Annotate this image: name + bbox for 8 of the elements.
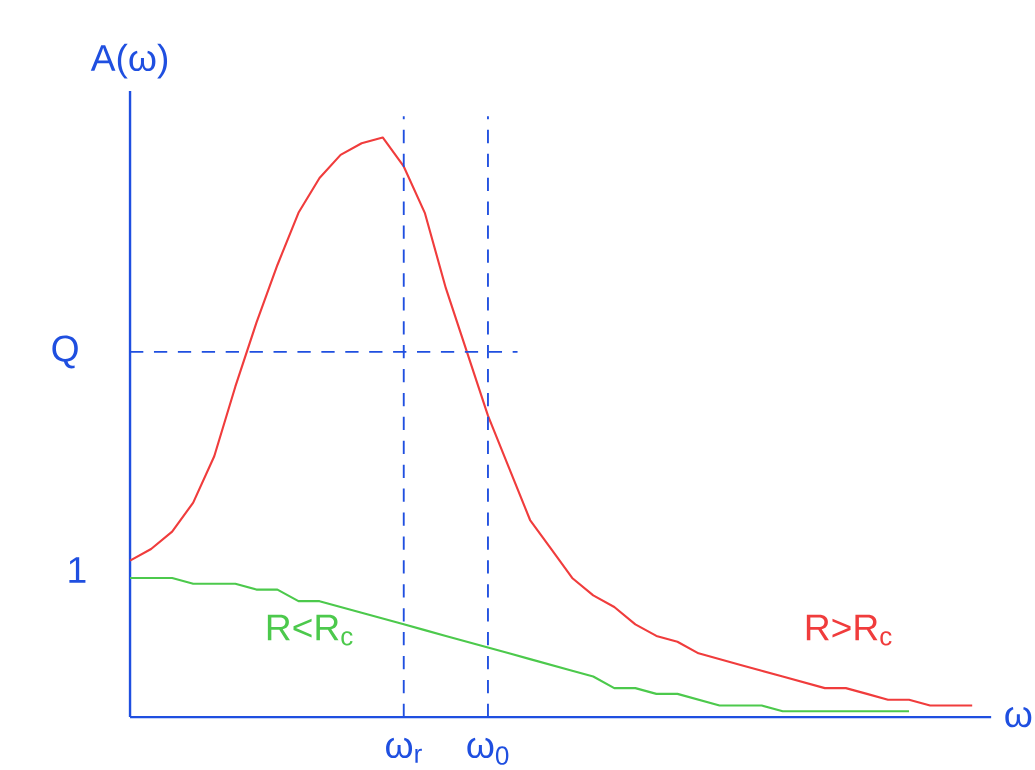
x-axis-title: ω [1005, 706, 1032, 728]
x-tick-label: ω$_{0}$ [467, 737, 509, 765]
text: 1 [69, 557, 86, 583]
x-tick-label: ω$_{r}$ [386, 737, 422, 763]
ref-line-label: Q [52, 335, 78, 369]
series-label: R>R$_{c}$ [806, 614, 892, 646]
series-label: R<R$_{c}$ [267, 614, 353, 646]
y-axis-title: A(ω) [90, 43, 168, 79]
